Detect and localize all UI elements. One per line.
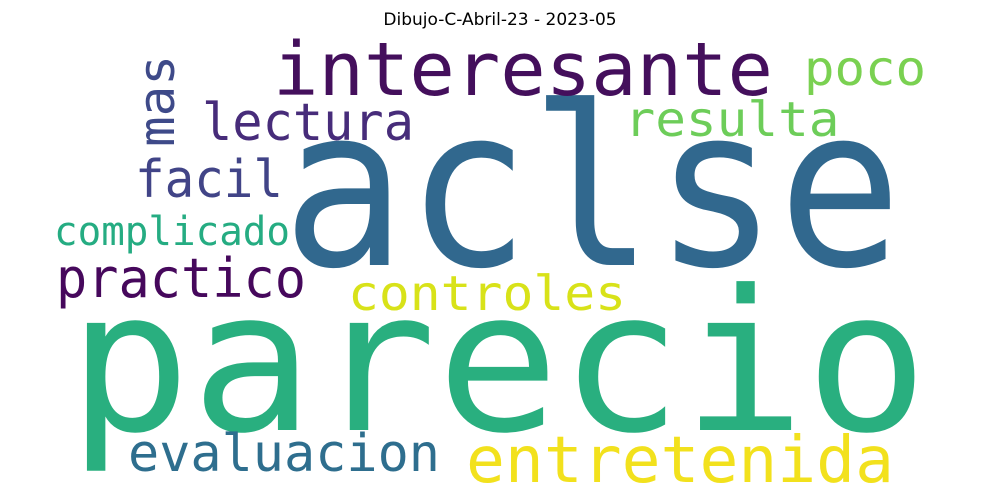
word-entretenida: entretenida [466,424,894,498]
word-interesante: interesante [273,27,773,113]
word-evaluacion: evaluacion [128,424,440,484]
word-controles: controles [348,266,626,322]
word-poco: poco [804,41,926,97]
word-mas: mas [128,55,186,147]
word-lectura: lectura [202,93,414,153]
word-resulta: resulta [625,92,840,148]
word-parecio: parecio [68,249,928,477]
word-practico: practico [56,247,306,310]
word-facil: facil [135,150,283,210]
figure-title: Dibujo-C-Abril-23 - 2023-05 [383,10,617,30]
word-complicado: complicado [54,209,290,255]
word-aclse: aclse [282,60,902,318]
